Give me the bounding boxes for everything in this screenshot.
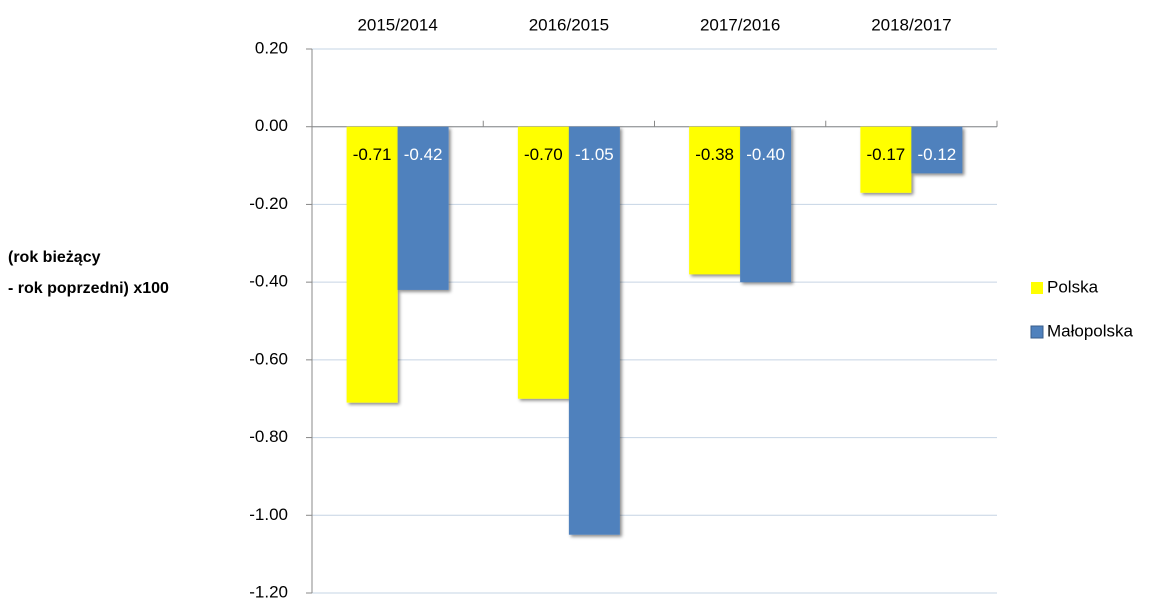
y-tick-label: -1.00 [249, 505, 288, 524]
y-tick-label: 0.20 [255, 38, 288, 57]
bar [860, 126, 912, 193]
bar [911, 126, 963, 174]
bar [689, 126, 741, 275]
data-label: -0.71 [353, 145, 392, 164]
data-label: -0.70 [524, 145, 563, 164]
bar [568, 126, 620, 535]
legend-swatch [1030, 325, 1044, 339]
y-tick-label: -0.40 [249, 272, 288, 291]
x-tick-label: 2015/2014 [357, 15, 437, 34]
legend-swatch [1031, 282, 1043, 294]
y-axis-title: (rok bieżący [8, 249, 101, 266]
data-label: -0.40 [746, 145, 785, 164]
data-label: -0.42 [404, 145, 443, 164]
data-label: -0.38 [695, 145, 734, 164]
y-tick-label: 0.00 [255, 116, 288, 135]
data-label: -1.05 [575, 145, 614, 164]
data-label: -0.12 [918, 145, 957, 164]
data-label: -0.17 [867, 145, 906, 164]
y-tick-label: -1.20 [249, 582, 288, 601]
y-tick-label: -0.20 [249, 194, 288, 213]
x-tick-label: 2016/2015 [529, 15, 609, 34]
bar [517, 126, 569, 399]
y-tick-label: -0.60 [249, 349, 288, 368]
y-axis-title: - rok poprzedni) x100 [8, 280, 169, 297]
bar [346, 126, 398, 403]
legend-label: Polska [1047, 277, 1099, 296]
bar [740, 126, 792, 283]
y-tick-label: -0.80 [249, 427, 288, 446]
x-tick-label: 2018/2017 [871, 15, 951, 34]
x-tick-label: 2017/2016 [700, 15, 780, 34]
bar [397, 126, 449, 290]
legend-label: Małopolska [1047, 321, 1134, 340]
